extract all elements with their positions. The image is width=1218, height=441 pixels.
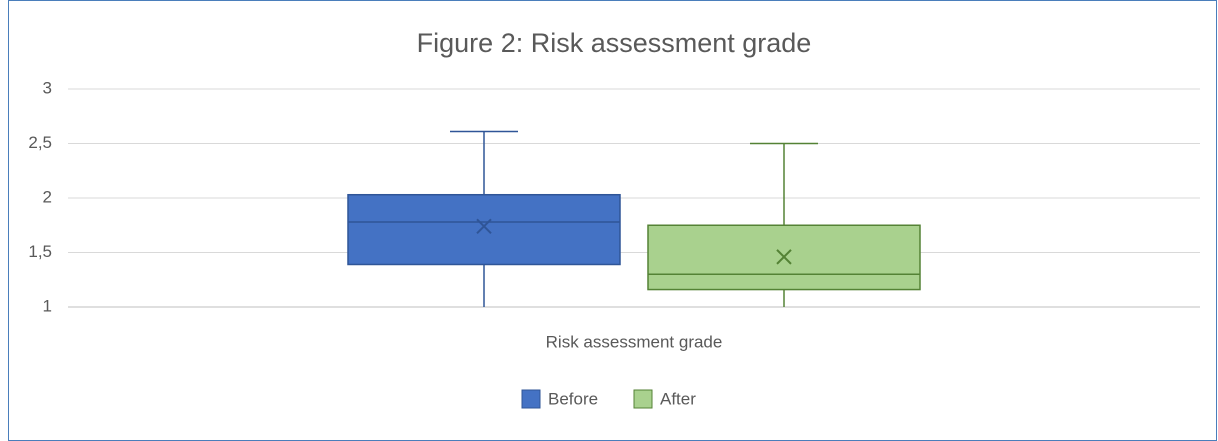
y-tick-label: 2,5 [28, 133, 52, 152]
x-tick-label: Risk assessment grade [546, 332, 723, 351]
mean-marker [476, 218, 492, 235]
box [347, 193, 621, 266]
y-tick-label: 1 [43, 296, 52, 315]
legend-swatch [521, 389, 541, 409]
mean-marker [776, 249, 792, 265]
chart-title: Figure 2: Risk assessment grade [417, 28, 812, 58]
legend-swatch [633, 389, 653, 409]
y-tick-label: 1,5 [28, 242, 52, 261]
legend-label: After [660, 389, 696, 408]
legend-label: Before [548, 389, 598, 408]
y-tick-label: 3 [43, 78, 52, 97]
y-tick-label: 2 [43, 187, 52, 206]
